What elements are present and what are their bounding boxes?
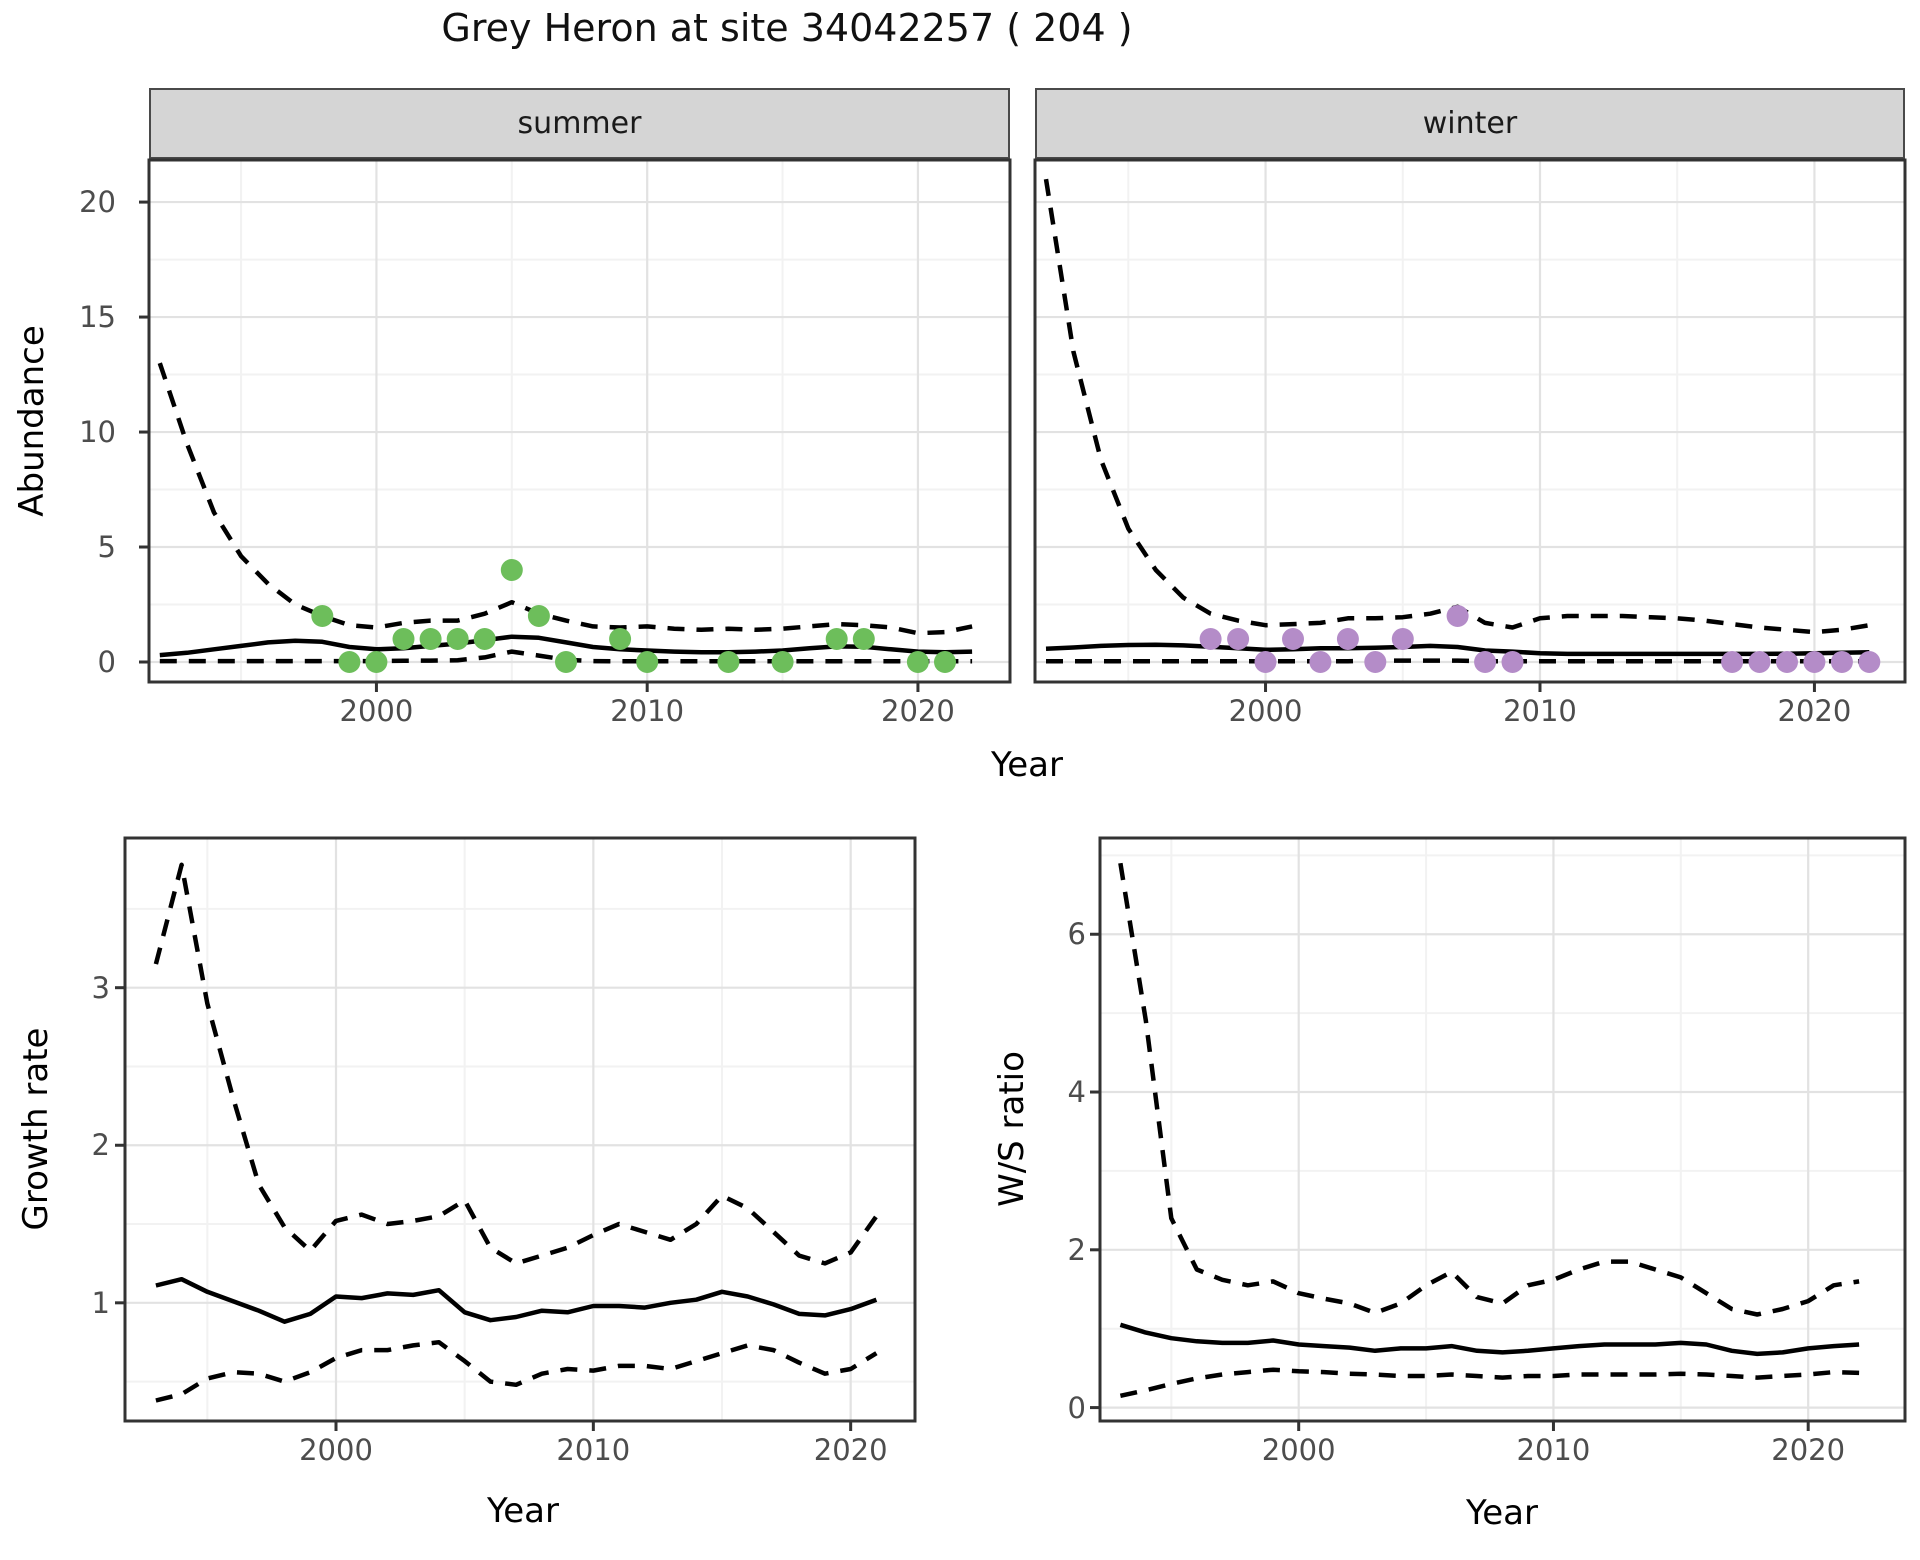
x-axis-title-growth-rate: Year	[487, 1491, 559, 1531]
x-tick-label-abundance-summer: 2020	[881, 694, 955, 728]
data-point-observed-counts-winter	[1336, 628, 1359, 650]
series-upper_ci-abundance-winter	[1043, 178, 1870, 635]
y-tick-label-growth-rate: 3	[91, 970, 110, 1005]
panel-border-abundance-winter	[1033, 158, 1907, 684]
panel-border-abundance-summer	[147, 158, 1012, 684]
data-point-observed-counts-summer	[717, 651, 740, 673]
y-tick-label-ws-ratio: 6	[1067, 917, 1086, 952]
series-lower_ci-ws-ratio	[1119, 1367, 1860, 1398]
chart-title: Grey Heron at site 34042257 ( 204 )	[441, 6, 1133, 50]
series-upper_ci-abundance-summer	[157, 362, 973, 636]
data-point-observed-counts-summer	[311, 605, 334, 627]
data-point-observed-counts-winter	[1474, 651, 1497, 673]
series-lower_ci-abundance-winter	[1046, 658, 1870, 664]
x-tick-label-abundance-summer: 2010	[610, 694, 685, 728]
data-point-observed-counts-winter	[1364, 651, 1387, 673]
y-tick-label-growth-rate: 2	[91, 1128, 110, 1163]
x-tick-label-abundance-winter: 2010	[1503, 694, 1577, 728]
facet-strip-summer: summer	[149, 88, 1010, 159]
data-point-observed-counts-winter	[1858, 651, 1881, 673]
data-point-observed-counts-winter	[1776, 651, 1798, 673]
x-tick-label-growth-rate: 2020	[813, 1433, 888, 1467]
data-point-observed-counts-summer	[609, 628, 632, 650]
data-point-observed-counts-winter	[1254, 651, 1277, 673]
series-upper_ci-ws-ratio	[1118, 862, 1860, 1317]
x-tick-label-abundance-winter: 2000	[1228, 694, 1303, 728]
y-tick-label-ws-ratio: 2	[1067, 1232, 1086, 1267]
facet-strip-summer-label: summer	[517, 106, 642, 141]
y-tick-label-abundance-summer: 0	[97, 644, 116, 679]
data-point-observed-counts-summer	[636, 651, 659, 673]
series-upper_ci-growth-rate	[153, 862, 879, 1266]
panel-ws-ratio	[1090, 836, 1907, 1431]
data-point-observed-counts-summer	[392, 628, 415, 650]
facet-strip-winter-label: winter	[1422, 106, 1518, 141]
data-point-observed-counts-summer	[771, 651, 794, 673]
panel-abundance-summer	[139, 158, 1012, 692]
data-point-observed-counts-winter	[1446, 605, 1469, 627]
panel-abundance-winter	[1033, 158, 1907, 692]
series-estimate-abundance-winter	[1045, 642, 1870, 657]
data-point-observed-counts-winter	[1282, 628, 1304, 650]
x-tick-label-abundance-winter: 2020	[1777, 694, 1852, 728]
y-tick-label-ws-ratio: 4	[1067, 1075, 1086, 1110]
data-point-observed-counts-summer	[852, 628, 875, 650]
data-point-observed-counts-summer	[906, 651, 929, 673]
data-point-observed-counts-summer	[419, 628, 442, 650]
data-point-observed-counts-summer	[825, 628, 848, 650]
data-point-observed-counts-summer	[473, 628, 496, 650]
y-tick-label-abundance-summer: 5	[97, 530, 116, 565]
series-estimate-growth-rate	[155, 1276, 878, 1324]
series-lower_ci-growth-rate	[155, 1339, 878, 1403]
x-tick-label-ws-ratio: 2000	[1261, 1433, 1336, 1467]
data-point-observed-counts-winter	[1830, 651, 1853, 673]
data-point-observed-counts-winter	[1391, 628, 1414, 650]
x-tick-label-abundance-summer: 2000	[339, 694, 414, 728]
data-point-observed-counts-winter	[1803, 651, 1826, 673]
x-tick-label-ws-ratio: 2010	[1516, 1433, 1591, 1467]
panel-border-growth-rate	[123, 836, 917, 1423]
x-tick-label-growth-rate: 2010	[556, 1433, 631, 1467]
data-point-observed-counts-summer	[934, 651, 956, 673]
data-point-observed-counts-winter	[1227, 628, 1250, 650]
panel-border-ws-ratio	[1098, 836, 1907, 1423]
data-point-observed-counts-winter	[1309, 651, 1332, 673]
facet-strip-winter: winter	[1035, 88, 1905, 159]
y-tick-label-growth-rate: 1	[91, 1285, 110, 1320]
data-point-observed-counts-winter	[1199, 628, 1222, 650]
y-tick-label-abundance-summer: 15	[79, 300, 116, 335]
y-tick-label-abundance-summer: 20	[79, 185, 116, 220]
x-tick-label-growth-rate: 2000	[299, 1433, 373, 1467]
data-point-observed-counts-summer	[555, 651, 577, 673]
data-point-observed-counts-winter	[1721, 651, 1744, 673]
x-axis-title-ws-ratio: Year	[1466, 1493, 1538, 1533]
data-point-observed-counts-summer	[365, 651, 388, 673]
data-point-observed-counts-winter	[1748, 651, 1771, 673]
y-tick-label-ws-ratio: 0	[1067, 1390, 1086, 1425]
x-tick-label-ws-ratio: 2020	[1771, 1433, 1846, 1467]
panel-growth-rate	[115, 836, 917, 1431]
data-point-observed-counts-summer	[527, 605, 550, 627]
data-point-observed-counts-summer	[338, 651, 361, 673]
x-axis-title-top: Year	[991, 745, 1063, 785]
data-point-observed-counts-summer	[500, 559, 523, 581]
series-estimate-ws-ratio	[1119, 1322, 1860, 1357]
data-point-observed-counts-summer	[446, 628, 469, 650]
data-point-observed-counts-winter	[1501, 651, 1524, 673]
y-tick-label-abundance-summer: 10	[79, 415, 116, 450]
